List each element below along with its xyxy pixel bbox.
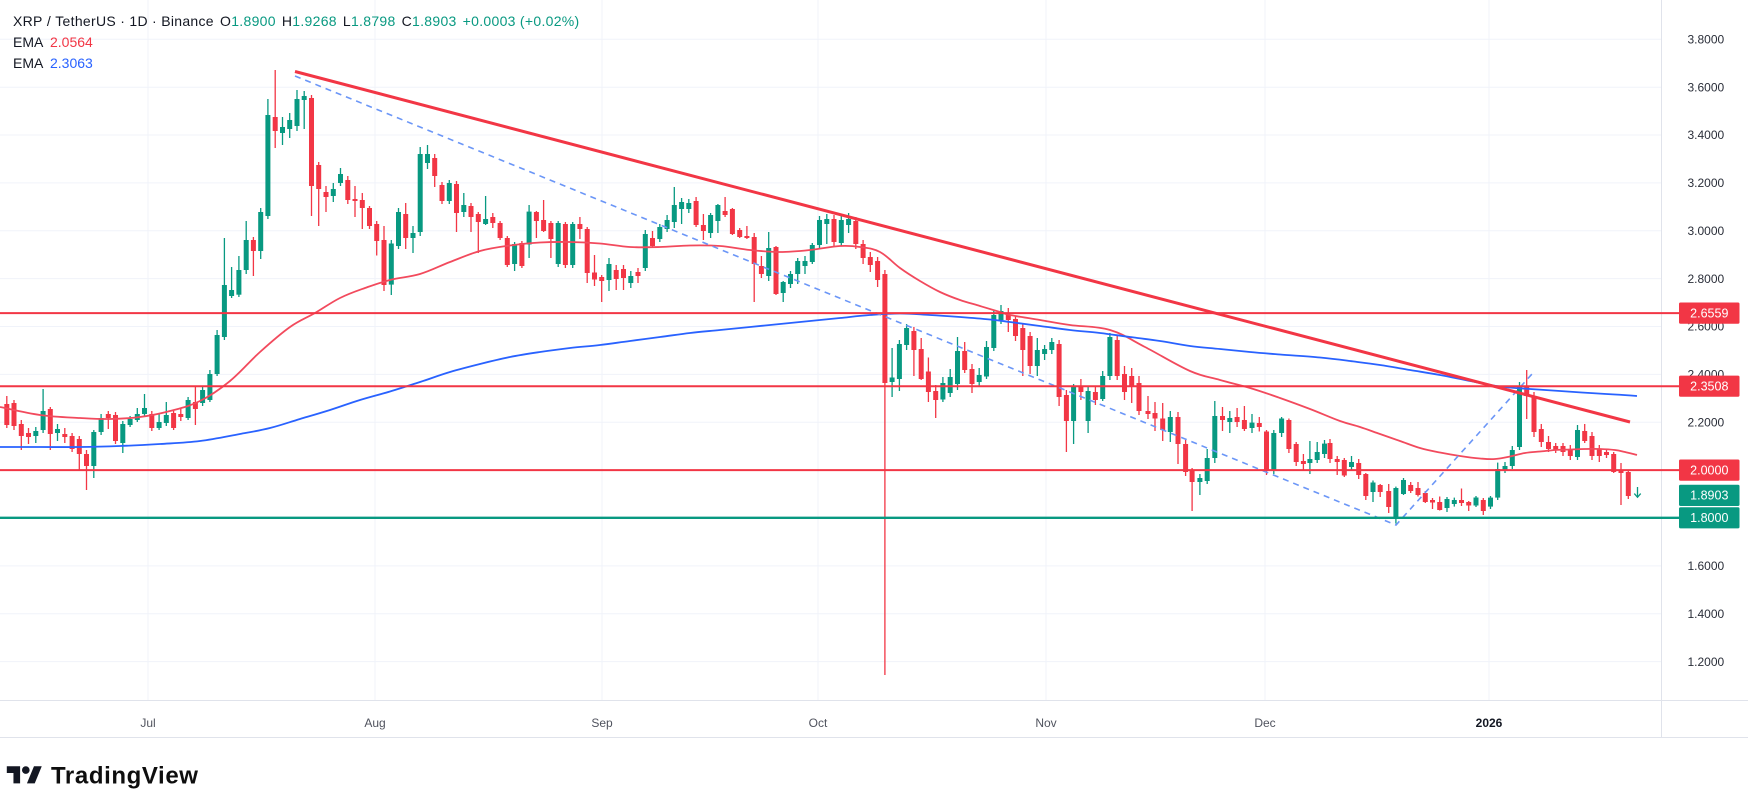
svg-text:1.8000: 1.8000: [1690, 511, 1728, 525]
svg-text:1.8903: 1.8903: [1690, 489, 1728, 503]
svg-text:EMA 2.0564: EMA 2.0564: [13, 34, 93, 50]
svg-text:3.6000: 3.6000: [1688, 80, 1725, 94]
svg-text:2.6559: 2.6559: [1690, 306, 1728, 320]
svg-text:3.8000: 3.8000: [1688, 33, 1725, 47]
svg-text:2026: 2026: [1476, 716, 1503, 730]
svg-text:3.0000: 3.0000: [1688, 224, 1725, 238]
svg-text:3.2000: 3.2000: [1688, 176, 1725, 190]
svg-text:3.4000: 3.4000: [1688, 128, 1725, 142]
svg-text:EMA 2.3063: EMA 2.3063: [13, 55, 93, 71]
svg-text:2.8000: 2.8000: [1688, 272, 1725, 286]
svg-text:1.4000: 1.4000: [1688, 607, 1725, 621]
svg-text:1.2000: 1.2000: [1688, 655, 1725, 669]
svg-text:Nov: Nov: [1035, 716, 1056, 730]
svg-text:Sep: Sep: [591, 716, 613, 730]
svg-text:Oct: Oct: [809, 716, 828, 730]
svg-text:1.6000: 1.6000: [1688, 559, 1725, 573]
svg-text:Dec: Dec: [1254, 716, 1275, 730]
svg-text:2.3508: 2.3508: [1690, 380, 1728, 394]
svg-text:Jul: Jul: [140, 716, 155, 730]
svg-text:Aug: Aug: [364, 716, 385, 730]
svg-text:2.2000: 2.2000: [1688, 416, 1725, 430]
svg-text:TradingView: TradingView: [51, 763, 199, 790]
svg-text:2.0000: 2.0000: [1690, 463, 1728, 477]
